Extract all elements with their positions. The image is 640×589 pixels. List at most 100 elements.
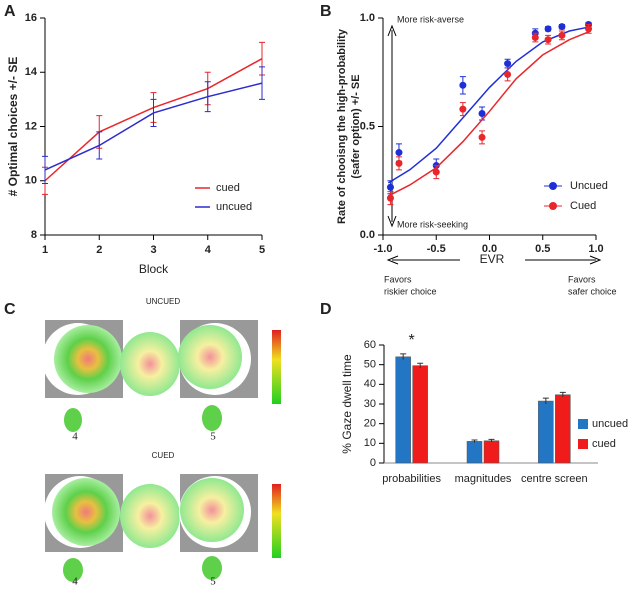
point	[504, 70, 512, 78]
y-axis-label: % Gaze dwell time	[340, 354, 354, 454]
y-axis-label: (safer option) +/- SE	[350, 74, 362, 178]
annotation: riskier choice	[384, 286, 437, 296]
point	[544, 25, 552, 33]
y-tick-label: 0.5	[360, 120, 375, 132]
y-tick-label: 20	[364, 418, 376, 430]
x-tick-label: 2	[96, 244, 102, 256]
colorbar	[272, 484, 281, 558]
bar	[412, 365, 428, 464]
heatmap	[63, 558, 83, 582]
heatmap	[180, 478, 244, 542]
x-tick-label: -1.0	[374, 243, 393, 255]
x-tick-label: 3	[150, 244, 156, 256]
x-tick-label: 0.5	[535, 243, 550, 255]
error-bar	[150, 98, 157, 127]
error-bar	[559, 391, 566, 398]
heatmap-label: 5	[210, 576, 216, 588]
heatmap	[202, 556, 222, 580]
point	[558, 31, 566, 39]
fit-curve	[387, 30, 591, 197]
y-tick-label: 0	[370, 457, 376, 469]
x-tick-label: 1.0	[588, 243, 603, 255]
point	[504, 60, 512, 68]
point	[478, 133, 486, 141]
panel-letter: B	[320, 3, 332, 20]
panel-letter: D	[320, 301, 332, 318]
point	[395, 159, 403, 167]
bar	[395, 356, 411, 464]
y-tick-label: 50	[364, 359, 376, 371]
error-bar	[96, 131, 103, 160]
annotation: Favors	[384, 274, 412, 284]
point	[386, 194, 394, 202]
y-tick-label: 16	[25, 12, 37, 24]
legend-swatch	[578, 419, 588, 429]
bar	[483, 440, 500, 464]
heatmap-label: 4	[72, 576, 78, 588]
error-bar	[417, 362, 424, 369]
y-axis-label: # Optimal choices +/- SE	[6, 57, 20, 197]
error-bar	[204, 81, 211, 113]
annotation: Favors	[568, 274, 596, 284]
legend-label: cued	[592, 438, 616, 450]
legend-label: uncued	[216, 201, 252, 213]
annotation: More risk-seeking	[397, 219, 468, 229]
error-bar	[400, 353, 407, 360]
point	[585, 25, 593, 33]
y-tick-label: 14	[25, 66, 38, 78]
legend-label: Uncued	[570, 180, 608, 192]
x-tick-label: -0.5	[427, 243, 446, 255]
heatmap	[64, 408, 82, 432]
heatmap-title: UNCUED	[146, 297, 180, 306]
x-tick-label: 5	[259, 244, 265, 256]
bar	[538, 400, 554, 464]
point	[531, 34, 539, 42]
y-tick-label: 60	[364, 339, 376, 351]
legend-label: Cued	[570, 200, 596, 212]
y-tick-label: 40	[364, 378, 376, 390]
y-tick-label: 1.0	[360, 12, 375, 24]
x-tick-label: 1	[42, 244, 48, 256]
bar	[466, 441, 483, 464]
x-axis-label: EVR	[480, 252, 505, 266]
point	[432, 168, 440, 176]
error-bar	[42, 155, 48, 184]
point	[386, 183, 394, 191]
heatmap-panel: UNCUED 4 5 CUED 4 5	[42, 297, 281, 588]
point	[459, 105, 467, 113]
fit-curve	[387, 25, 591, 184]
x-tick-label: probabilities	[382, 473, 441, 485]
x-tick-label: magnitudes	[454, 473, 512, 485]
y-tick-label: 8	[31, 229, 37, 241]
point	[395, 149, 403, 157]
legend-label: cued	[216, 182, 240, 194]
x-tick-label: 0.0	[482, 243, 497, 255]
y-tick-label: 12	[25, 120, 37, 132]
x-tick-label: 4	[205, 244, 212, 256]
bar	[555, 394, 571, 464]
panel-letter: A	[4, 3, 16, 20]
error-bar	[259, 66, 265, 100]
heatmap	[202, 405, 222, 431]
heatmap	[54, 325, 122, 393]
legend-label: uncued	[592, 418, 628, 430]
error-bar	[471, 439, 478, 443]
point	[478, 109, 486, 117]
y-tick-label: 0.0	[360, 229, 375, 241]
y-tick-label: 30	[364, 398, 376, 410]
point	[544, 36, 552, 44]
x-tick-label: centre screen	[521, 473, 588, 485]
heatmap-label: 4	[72, 431, 78, 443]
heatmap-title: CUED	[152, 451, 175, 460]
colorbar	[272, 330, 281, 404]
y-tick-label: 10	[25, 175, 37, 187]
legend-swatch	[578, 439, 588, 449]
error-bar	[542, 397, 549, 404]
arrow	[386, 255, 602, 265]
annotation: More risk-averse	[397, 14, 464, 24]
annotation: safer choice	[568, 286, 617, 296]
heatmap	[120, 332, 180, 396]
error-bar	[488, 438, 495, 443]
